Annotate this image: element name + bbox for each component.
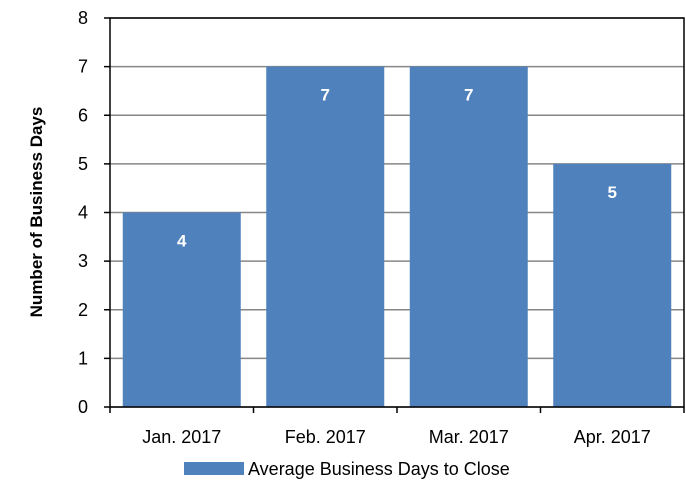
plot-frame [104,17,685,413]
x-tick-label: Mar. 2017 [429,427,509,447]
legend-label: Average Business Days to Close [248,459,510,479]
x-tick-label: Apr. 2017 [574,427,651,447]
y-tick-label: 4 [78,203,88,223]
x-tick-label: Jan. 2017 [142,427,221,447]
x-tick-labels: Jan. 2017 Feb. 2017 Mar. 2017 Apr. 2017 [142,427,651,447]
legend: Average Business Days to Close [184,459,510,479]
data-label: 5 [608,183,617,202]
y-axis-title: Number of Business Days [27,107,46,318]
y-tick-labels: 0 1 2 3 4 5 6 7 8 [78,8,88,417]
data-label: 7 [321,86,330,105]
y-tick-label: 1 [78,348,88,368]
data-label: 4 [177,232,187,251]
y-tick-label: 5 [78,154,88,174]
y-tick-label: 3 [78,251,88,271]
x-tick-label: Feb. 2017 [285,427,366,447]
bars: 4 7 7 5 [122,66,672,407]
bar [553,163,672,407]
bar [409,66,528,407]
y-tick-label: 0 [78,397,88,417]
legend-swatch [184,462,244,475]
bar [122,212,241,407]
y-tick-label: 8 [78,8,88,28]
y-tick-label: 2 [78,300,88,320]
bar [266,66,385,407]
y-tick-label: 7 [78,57,88,77]
y-tick-label: 6 [78,105,88,125]
data-label: 7 [464,86,473,105]
